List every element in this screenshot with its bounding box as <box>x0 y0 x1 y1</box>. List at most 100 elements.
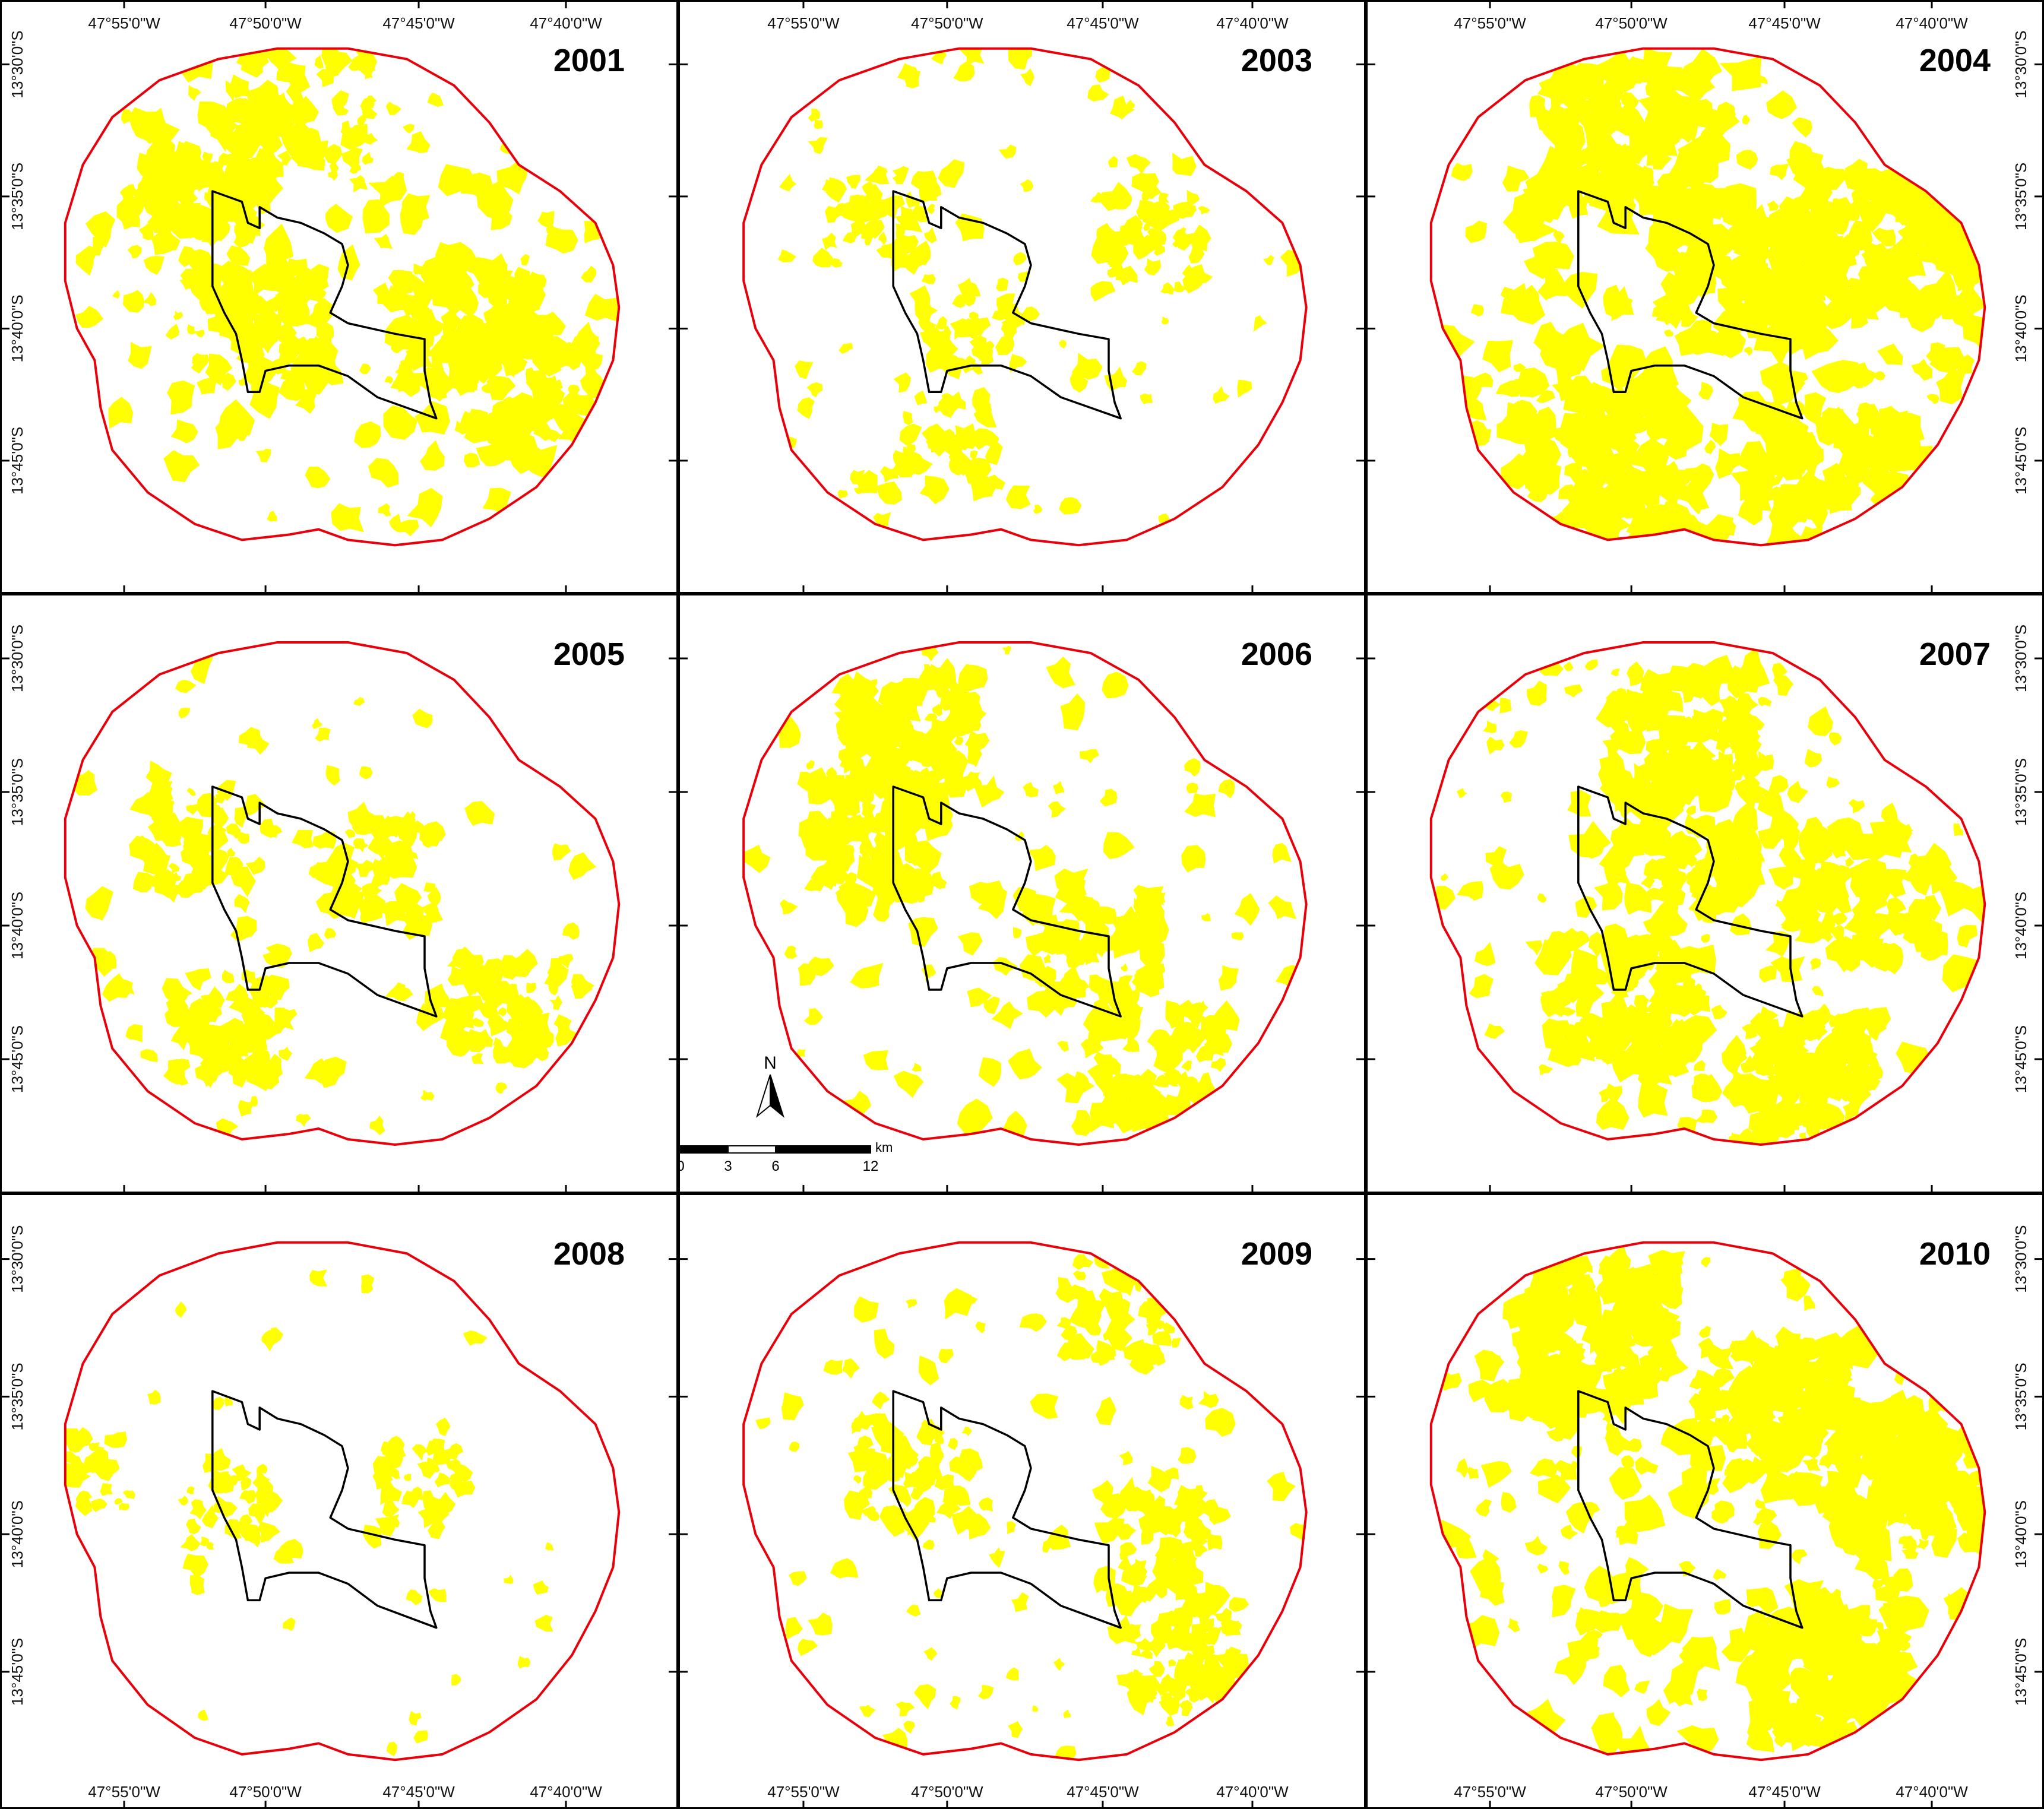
fire-patch <box>1962 298 1980 313</box>
fire-patch <box>964 355 976 366</box>
fire-patch <box>904 840 942 875</box>
fire-patch <box>973 404 997 427</box>
fire-patch <box>973 775 1005 808</box>
fire-patch <box>1760 361 1794 391</box>
fire-patch <box>353 697 365 707</box>
fire-patch <box>925 484 948 500</box>
fire-patch <box>890 680 910 706</box>
fire-patch <box>237 430 248 441</box>
fire-patch <box>957 1458 983 1479</box>
fire-patch <box>927 204 935 214</box>
fire-patch <box>1253 315 1267 332</box>
fire-patch <box>1563 1051 1582 1067</box>
fire-patch <box>846 175 860 189</box>
fire-patch <box>1505 1308 1523 1329</box>
fire-patch <box>1852 1643 1890 1680</box>
fire-patch <box>226 245 251 271</box>
fire-patch <box>499 302 517 318</box>
fire-patch <box>262 1504 272 1517</box>
year-label: 2009 <box>1241 1236 1312 1272</box>
fire-patch <box>842 232 856 243</box>
fire-patch <box>1789 283 1810 303</box>
fire-patch <box>924 327 940 346</box>
fire-patch <box>1544 931 1568 952</box>
fire-patch <box>1197 1683 1209 1694</box>
fire-patch <box>842 1358 860 1379</box>
fire-patch <box>912 1470 934 1493</box>
fire-patch <box>447 946 472 970</box>
fire-patch <box>1173 281 1186 293</box>
fire-patch <box>267 328 274 337</box>
fire-patch <box>969 312 979 320</box>
fire-patch <box>1616 1525 1626 1538</box>
fire-patch <box>164 1004 194 1027</box>
fire-patch <box>978 1057 1002 1087</box>
fire-patch <box>1679 330 1691 342</box>
fire-patch <box>1694 505 1703 515</box>
fire-patch <box>1599 750 1622 777</box>
fire-patch <box>963 1513 991 1540</box>
fire-patch <box>1792 1549 1808 1564</box>
fire-patch <box>975 1321 986 1333</box>
fire-patch <box>1160 282 1174 295</box>
fire-patch <box>129 107 159 141</box>
fire-patch <box>1713 1368 1735 1390</box>
panel-frame <box>0 594 678 1193</box>
longitude-label: 47°40'0"W <box>530 14 602 32</box>
fire-patch <box>785 1617 803 1640</box>
year-label: 2003 <box>1241 43 1312 78</box>
fire-patch <box>914 240 931 264</box>
map-svg-2005: 2005 13°30'0"S 13°35'0"S 13°40'0"S 13°45'0"S <box>0 594 678 1193</box>
fire-patch <box>1603 284 1633 319</box>
fire-patch <box>264 223 294 262</box>
fire-patch <box>548 983 559 996</box>
fire-patch <box>1748 1078 1779 1114</box>
fire-patch <box>1957 924 1977 948</box>
longitude-label: 47°50'0"W <box>1595 1783 1668 1801</box>
fire-patch <box>1660 1352 1689 1379</box>
fire-patch <box>1019 1313 1047 1332</box>
fire-patch <box>1153 1563 1175 1588</box>
fire-patch <box>1953 1499 1970 1516</box>
fire-patch <box>129 847 137 857</box>
longitude-label: 47°45'0"W <box>382 1783 455 1801</box>
fire-patch <box>1679 1636 1717 1668</box>
fire-patch <box>1159 1696 1180 1716</box>
fire-patch <box>1942 954 1981 993</box>
fire-patch <box>1819 202 1842 225</box>
fire-patch <box>420 284 428 293</box>
fire-patch <box>283 1617 296 1631</box>
fire-patch <box>262 948 284 968</box>
fire-patch <box>1583 137 1624 178</box>
fire-patch <box>1661 1019 1687 1043</box>
fire-patch <box>919 185 938 203</box>
buffer-zone-boundary <box>742 47 1308 547</box>
fire-patch <box>1161 316 1169 325</box>
fire-patch <box>1149 1689 1157 1698</box>
fire-patch <box>957 664 988 692</box>
fire-patch <box>1926 342 1945 363</box>
fire-patch <box>407 487 443 528</box>
fire-patch <box>1764 519 1806 546</box>
fire-patch <box>385 102 401 115</box>
fire-patch <box>580 400 591 410</box>
fire-patch <box>938 339 958 357</box>
fire-patch <box>969 880 1005 904</box>
fire-patch <box>1746 1337 1766 1361</box>
fire-patch <box>1677 1117 1697 1137</box>
fire-patch <box>237 832 249 844</box>
fire-patch <box>454 420 469 435</box>
fire-patch <box>226 823 241 839</box>
fire-patch <box>1566 1285 1602 1328</box>
fire-patch <box>903 1721 915 1734</box>
fire-patch <box>1211 1057 1226 1072</box>
fire-patch <box>1696 1688 1708 1702</box>
longitude-label: 47°50'0"W <box>911 1783 983 1801</box>
fire-patch <box>819 852 828 861</box>
fire-patch <box>855 1414 877 1430</box>
fire-patch <box>325 204 353 233</box>
fire-patch <box>1649 839 1667 855</box>
fire-patch <box>308 336 338 361</box>
fire-patch <box>1586 1646 1600 1659</box>
fire-patch <box>874 781 882 791</box>
